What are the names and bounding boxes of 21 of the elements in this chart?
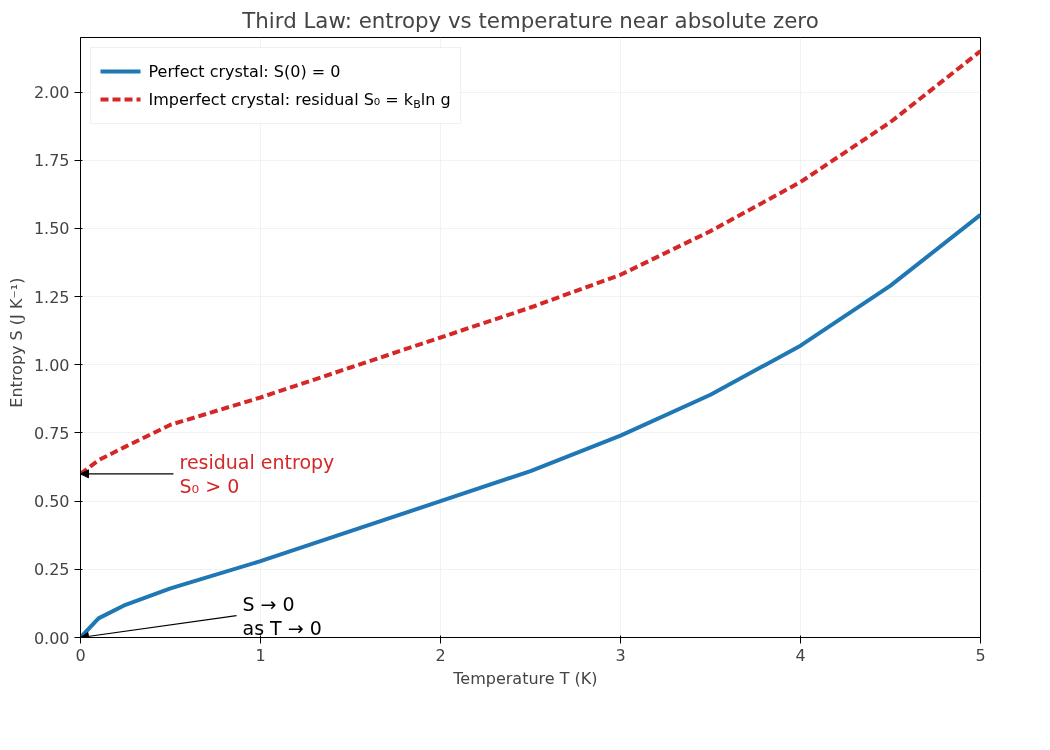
y-tick-label: 1.00 [33,355,70,375]
y-tick-label: 0.25 [33,560,70,580]
annotation: S → 0 as T → 0 [242,592,322,639]
x-tick-label: 3 [615,645,626,665]
y-tick-label: 1.50 [33,219,70,239]
y-tick-label: 1.75 [33,151,70,171]
y-tick-label: 0.75 [33,423,70,443]
y-tick-label: 1.25 [33,287,70,307]
x-tick-label: 5 [975,645,986,665]
x-axis-title: Temperature T (K) [452,668,598,688]
annotation: residual entropy S₀ > 0 [179,450,335,497]
x-tick-label: 1 [255,645,266,665]
x-tick-label: 0 [75,645,86,665]
legend-label: Perfect crystal: S(0) = 0 [148,62,341,81]
x-tick-label: 4 [795,645,806,665]
y-tick-label: 0.00 [33,628,70,648]
y-tick-label: 0.50 [33,492,70,512]
y-tick-label: 2.00 [33,83,70,103]
y-axis-title: Entropy S (J K⁻¹) [6,277,26,408]
chart-title: Third Law: entropy vs temperature near absolute zero [241,7,819,33]
x-tick-label: 2 [435,645,446,665]
